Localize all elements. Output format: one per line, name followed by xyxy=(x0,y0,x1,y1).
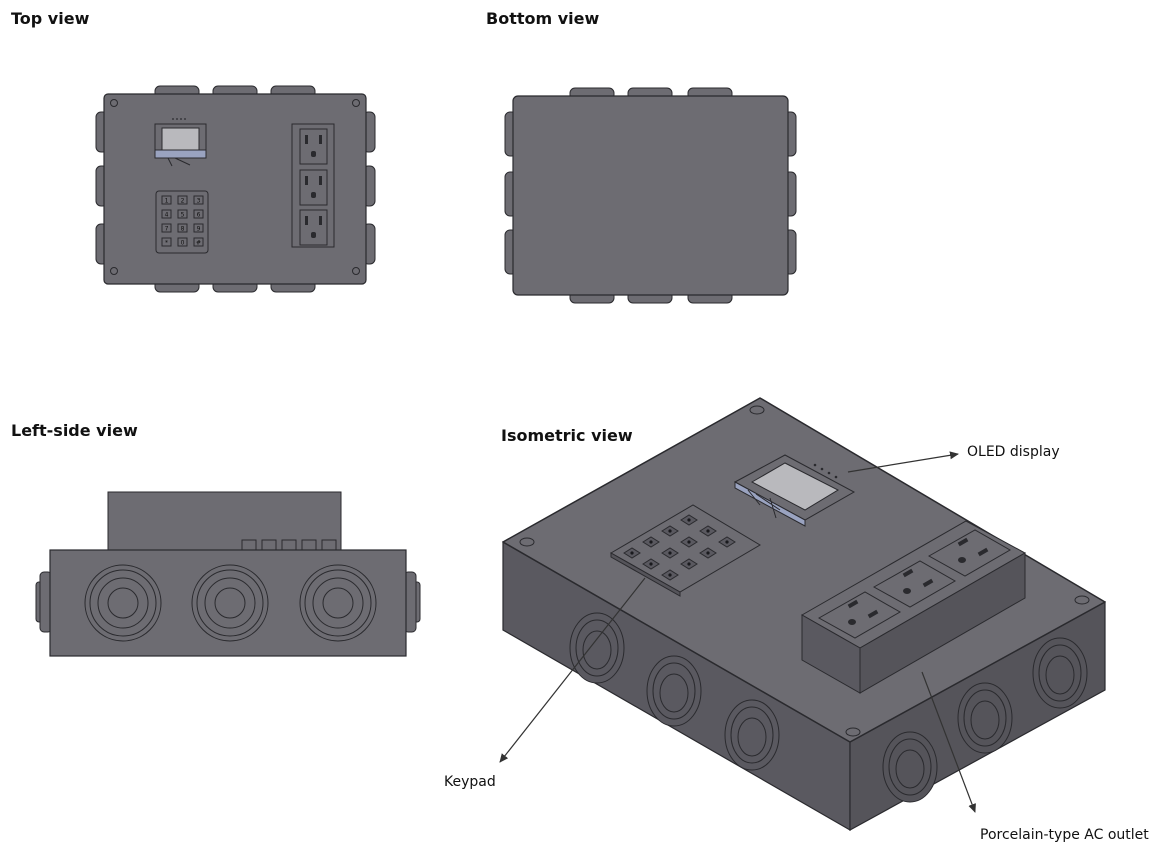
keypad-label: Keypad xyxy=(444,774,496,790)
callout-arrows xyxy=(499,451,976,813)
top-keypad-key-label: 9 xyxy=(197,226,201,233)
iso-keypad-key-mark xyxy=(668,529,672,533)
top-keypad-key-label: 7 xyxy=(165,226,169,233)
top-keypad-key-label: 0 xyxy=(181,240,185,247)
top-keypad-key-label: # xyxy=(196,240,201,247)
top-keypad-key-label: * xyxy=(165,240,168,247)
iso-keypad-key-mark xyxy=(687,518,691,522)
iso-keypad-key-mark xyxy=(706,551,710,555)
top-keypad-key xyxy=(177,223,188,233)
iso-keypad-key-mark xyxy=(649,562,653,566)
iso-keypad-key-mark xyxy=(668,551,672,555)
top-view-title: Top view xyxy=(11,9,90,28)
top-keypad-key xyxy=(161,195,172,205)
top-keypad-key-label: 1 xyxy=(165,198,169,205)
oled-display-label: OLED display xyxy=(967,444,1060,460)
top-keypad-key xyxy=(177,237,188,247)
ac-outlet-label: Porcelain-type AC outlet xyxy=(980,827,1149,843)
iso-keypad-key-mark xyxy=(687,562,691,566)
top-keypad-key-label: 8 xyxy=(181,226,185,233)
iso-keypad-key-mark xyxy=(668,573,672,577)
top-keypad-key xyxy=(193,195,204,205)
left-side-view-title: Left-side view xyxy=(11,421,138,440)
iso-keypad-key-mark xyxy=(706,529,710,533)
iso-keypad-key-mark xyxy=(687,540,691,544)
top-keypad-key xyxy=(193,237,204,247)
left-side-view-drawing xyxy=(35,491,421,657)
iso-keypad-key-mark xyxy=(649,540,653,544)
bottom-view-title: Bottom view xyxy=(486,9,600,28)
top-keypad-key xyxy=(161,209,172,219)
top-keypad-key xyxy=(193,209,204,219)
top-keypad-key xyxy=(177,209,188,219)
top-keypad-key-label: 2 xyxy=(181,198,185,205)
top-view-drawing: 1 2 3 4 5 6 7 8 9 * 0 # xyxy=(95,85,376,293)
top-keypad-key xyxy=(177,195,188,205)
top-keypad-key-label: 6 xyxy=(197,212,201,219)
top-keypad-key xyxy=(161,223,172,233)
iso-keypad-keys xyxy=(623,514,736,581)
top-keypad-key-label: 5 xyxy=(181,212,185,219)
bottom-view-drawing xyxy=(504,87,797,304)
top-keypad-key xyxy=(161,237,172,247)
top-keypad-key-label: 3 xyxy=(197,198,201,205)
iso-keypad-key-mark xyxy=(725,540,729,544)
top-keypad-keys: 1 2 3 4 5 6 7 8 9 * 0 # xyxy=(161,195,204,247)
top-keypad-key-label: 4 xyxy=(165,212,169,219)
isometric-view-title: Isometric view xyxy=(501,426,633,445)
iso-keypad-key-mark xyxy=(630,551,634,555)
isometric-view-drawing xyxy=(499,397,1106,832)
top-keypad-key xyxy=(193,223,204,233)
